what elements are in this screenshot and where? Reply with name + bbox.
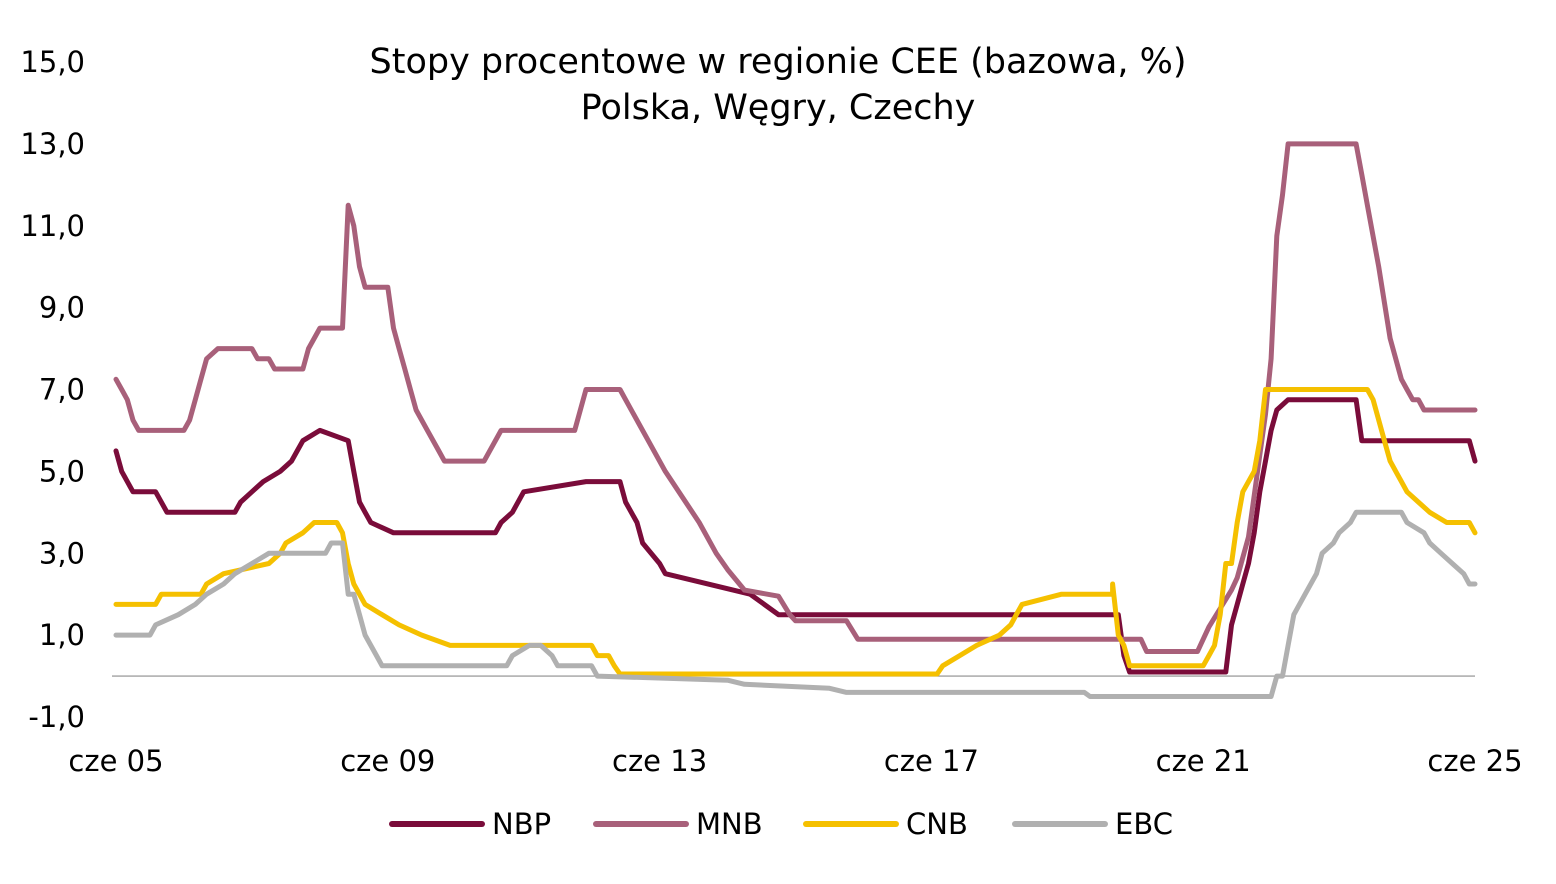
legend-item-cnb: CNB	[803, 807, 968, 841]
y-tick-label: 5,0	[39, 454, 85, 488]
chart-title: Stopy procentowe w regionie CEE (bazowa,…	[370, 42, 1187, 82]
legend: NBP MNB CNB EBC	[389, 807, 1173, 841]
chart-subtitle: Polska, Węgry, Czechy	[581, 88, 976, 128]
y-tick-label: 9,0	[39, 291, 85, 325]
legend-label: MNB	[696, 807, 763, 841]
y-tick-label: 15,0	[20, 45, 85, 79]
y-tick-label: 11,0	[20, 209, 85, 243]
y-tick-label: 1,0	[39, 618, 85, 652]
legend-label: EBC	[1115, 807, 1173, 841]
x-tick-label: cze 25	[1427, 744, 1522, 778]
series-line-mnb	[113, 141, 1478, 654]
y-tick-label: -1,0	[28, 700, 85, 734]
legend-item-nbp: NBP	[389, 807, 551, 841]
x-tick-label: cze 21	[1156, 744, 1251, 778]
x-tick-label: cze 09	[340, 744, 435, 778]
y-tick-label: 3,0	[39, 536, 85, 570]
series-line-ebc	[113, 509, 1478, 699]
legend-item-ebc: EBC	[1012, 807, 1173, 841]
x-tick-label: cze 13	[612, 744, 707, 778]
x-tick-label: cze 05	[68, 744, 163, 778]
x-axis: cze 05 cze 09 cze 13 cze 17 cze 21 cze 25	[68, 675, 1523, 778]
x-tick-label: cze 17	[884, 744, 979, 778]
y-tick-label: 13,0	[20, 127, 85, 161]
y-axis: -1,0 1,0 3,0 5,0 7,0 9,0 11,0 13,0 15,0	[20, 45, 85, 734]
legend-label: NBP	[492, 807, 551, 841]
series-line-cnb	[113, 387, 1478, 677]
legend-item-mnb: MNB	[593, 807, 763, 841]
y-tick-label: 7,0	[39, 373, 85, 407]
series-line-nbp	[113, 397, 1478, 675]
legend-label: CNB	[906, 807, 968, 841]
series-layer	[113, 141, 1478, 699]
